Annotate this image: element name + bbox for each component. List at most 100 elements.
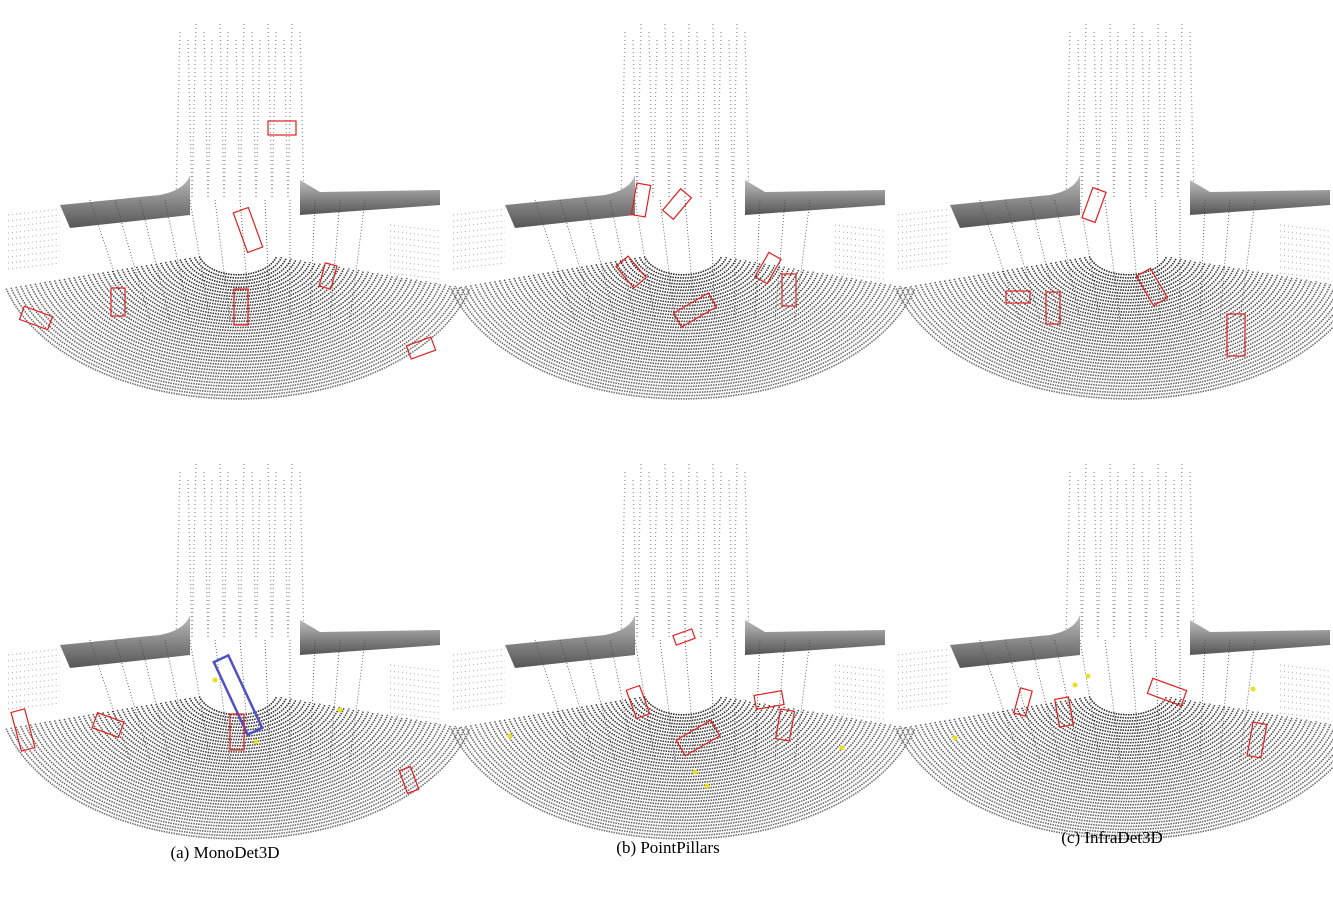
scan-ring — [21, 726, 456, 829]
points — [453, 673, 505, 679]
points — [898, 215, 950, 221]
points — [665, 24, 669, 200]
points — [350, 640, 365, 760]
points — [835, 689, 885, 695]
points — [208, 480, 212, 640]
points — [8, 697, 60, 703]
wall — [505, 615, 635, 668]
points — [745, 472, 749, 640]
points — [1280, 231, 1330, 237]
points — [713, 464, 717, 640]
scan-ring — [973, 716, 1282, 790]
points — [300, 32, 304, 200]
scan-ring — [466, 286, 901, 389]
points — [717, 32, 721, 200]
points — [288, 464, 292, 640]
points — [453, 691, 505, 697]
points — [835, 255, 885, 261]
points — [669, 472, 673, 640]
points — [835, 677, 885, 683]
points — [795, 640, 810, 760]
points — [1105, 640, 1120, 760]
points — [8, 263, 60, 269]
points — [1280, 243, 1330, 249]
points — [775, 200, 785, 320]
points — [220, 24, 224, 200]
points — [453, 655, 505, 661]
points — [835, 695, 885, 701]
points — [453, 251, 505, 257]
wall — [745, 620, 885, 655]
point-cloud-panel — [451, 24, 915, 399]
points — [330, 640, 340, 760]
points — [835, 671, 885, 677]
points — [390, 249, 440, 255]
points — [835, 249, 885, 255]
points — [717, 472, 721, 640]
points — [685, 24, 689, 200]
wall — [505, 175, 635, 228]
points — [733, 24, 737, 200]
points — [390, 713, 440, 719]
points — [453, 661, 505, 667]
bounding-box — [673, 629, 695, 645]
points — [8, 685, 60, 691]
points — [236, 40, 240, 200]
bounding-box — [268, 121, 296, 135]
pedestrian-mark — [508, 734, 513, 739]
points — [1240, 200, 1255, 320]
points — [8, 215, 60, 221]
points — [835, 713, 885, 719]
points — [310, 640, 315, 760]
points — [1280, 683, 1330, 689]
points — [1098, 480, 1102, 640]
points — [1174, 40, 1178, 200]
pedestrian-mark — [254, 740, 259, 745]
scan-ring — [21, 286, 456, 389]
points — [1174, 480, 1178, 640]
points — [1280, 225, 1330, 231]
points — [1142, 472, 1146, 640]
points — [390, 261, 440, 267]
wall — [300, 180, 440, 215]
points — [310, 200, 315, 320]
points — [1200, 640, 1205, 760]
points — [898, 697, 950, 703]
points — [621, 472, 625, 640]
bounding-box — [92, 713, 124, 738]
points — [453, 667, 505, 673]
points — [729, 480, 733, 640]
points — [835, 231, 885, 237]
points — [835, 237, 885, 243]
points — [272, 32, 276, 200]
points — [390, 243, 440, 249]
wall — [950, 615, 1080, 668]
points — [165, 200, 190, 320]
points — [898, 251, 950, 257]
points — [1280, 255, 1330, 261]
points — [1094, 472, 1098, 640]
wall — [950, 175, 1080, 228]
scan-ring — [64, 279, 412, 362]
points — [390, 237, 440, 243]
points — [192, 24, 196, 200]
points — [1158, 464, 1162, 640]
scan-ring — [509, 279, 857, 362]
points — [268, 24, 272, 200]
points — [288, 24, 292, 200]
points — [898, 667, 950, 673]
points — [1094, 32, 1098, 200]
points — [1280, 261, 1330, 267]
points — [8, 679, 60, 685]
points — [1280, 713, 1330, 719]
points — [1280, 273, 1330, 279]
points — [350, 200, 365, 320]
points — [898, 673, 950, 679]
scan-ring — [528, 276, 837, 350]
points — [268, 464, 272, 640]
points — [8, 673, 60, 679]
points — [1110, 24, 1114, 200]
scan-ring — [195, 257, 282, 278]
points — [176, 32, 180, 200]
points — [1142, 32, 1146, 200]
